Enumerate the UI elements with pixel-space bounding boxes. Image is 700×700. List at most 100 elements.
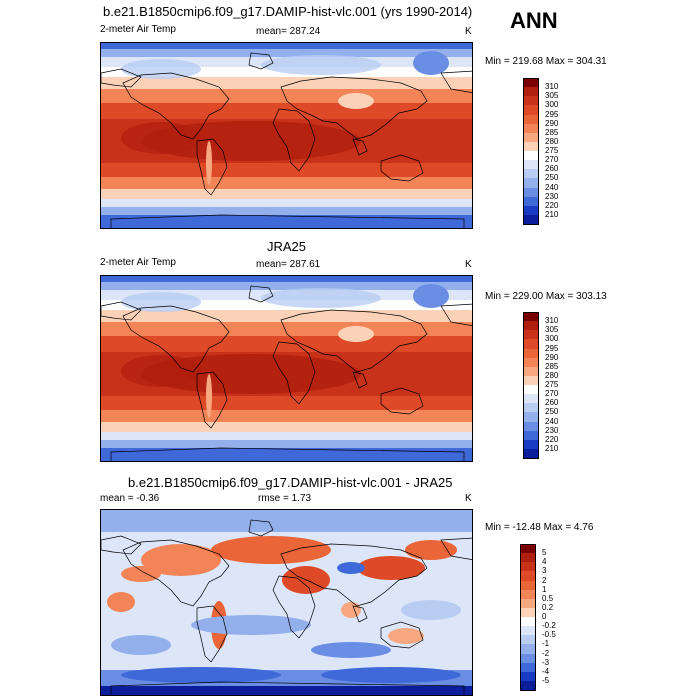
panel-1-unit: K: [465, 26, 472, 37]
colorbar-swatch: [523, 312, 539, 322]
panel-2-title: JRA25: [267, 239, 307, 254]
colorbar-tick-label: 0: [542, 612, 547, 621]
colorbar-tick-label: 0.2: [542, 602, 554, 612]
colorbar-swatch: [520, 680, 536, 691]
panel-3-mean-label: mean = -0.36: [100, 493, 160, 504]
colorbar-tick-label: 290: [545, 352, 559, 362]
colorbar-tick-label: 260: [545, 164, 559, 174]
panel-2-colorbar: 310 305 300 295 290 285 280 275 270 260 250 240 230 2…: [523, 312, 583, 459]
colorbar-tick-label: -5: [542, 675, 550, 685]
colorbar-swatch: [523, 339, 539, 349]
colorbar-swatch: [523, 348, 539, 359]
colorbar-tick-label: 280: [545, 136, 559, 146]
panel-1-temperature-field: [101, 43, 472, 228]
colorbar-tick-label: 4: [542, 557, 547, 567]
colorbar-tick-label: 270: [545, 389, 559, 399]
colorbar-swatch: [523, 96, 539, 106]
panel-3-unit: K: [465, 493, 472, 504]
colorbar-tick-label: 300: [545, 334, 559, 344]
colorbar-tick-label: 0.5: [542, 593, 554, 603]
colorbar-tick-label: 250: [545, 173, 559, 183]
panel-3-title: b.e21.B1850cmip6.f09_g17.DAMIP-hist-vlc.…: [128, 475, 453, 490]
colorbar-swatch: [520, 553, 536, 563]
colorbar-swatch: [520, 671, 536, 682]
colorbar-swatch: [520, 562, 536, 572]
colorbar-tick-label: -0.5: [542, 630, 556, 640]
panel-3-difference-field: [101, 510, 472, 695]
colorbar-swatch: [523, 114, 539, 125]
panel-1-colorbar: 310 305 300 295 290 285 280 275 270 260 250 240 230 2…: [523, 78, 583, 225]
panel-2-mean-label: mean= 287.61: [256, 259, 321, 270]
colorbar-swatch: [523, 375, 539, 386]
colorbar-swatch: [523, 394, 539, 404]
colorbar-tick-label: 260: [545, 398, 559, 408]
colorbar-swatch: [520, 580, 536, 591]
colorbar-swatch: [520, 644, 536, 654]
colorbar-swatch: [523, 448, 539, 459]
colorbar-swatch: [520, 589, 536, 600]
colorbar-tick-label: 300: [545, 100, 559, 110]
colorbar-tick-label: 3: [542, 566, 547, 576]
colorbar-swatch: [523, 187, 539, 198]
colorbar-swatch: [523, 169, 539, 179]
colorbar-swatch: [520, 544, 536, 554]
colorbar-tick-label: 285: [545, 127, 559, 137]
colorbar-tick-label: 310: [545, 316, 559, 326]
colorbar-swatch: [520, 598, 536, 609]
colorbar-tick-label: 2: [542, 575, 547, 585]
colorbar-tick-label: 240: [545, 182, 559, 192]
colorbar-tick-label: -1: [542, 639, 550, 649]
colorbar-swatch: [523, 430, 539, 441]
colorbar-tick-label: -3: [542, 657, 550, 667]
colorbar-swatch: [520, 635, 536, 645]
panel-2-minmax: Min = 229.00 Max = 303.13: [485, 291, 607, 302]
colorbar-tick-label: 270: [545, 155, 559, 165]
colorbar-swatch: [523, 78, 539, 88]
colorbar-swatch: [523, 178, 539, 188]
colorbar-swatch: [523, 196, 539, 207]
colorbar-tick-label: 295: [545, 109, 559, 119]
colorbar-tick-label: 305: [545, 91, 559, 101]
colorbar-tick-label: 240: [545, 416, 559, 426]
panel-2-variable-label: 2-meter Air Temp: [100, 257, 176, 268]
colorbar-swatch: [523, 366, 539, 377]
panel-3-rmse-label: rmse = 1.73: [258, 493, 312, 504]
colorbar-tick-label: 1: [542, 584, 547, 594]
colorbar-swatch: [523, 421, 539, 432]
colorbar-swatch: [520, 607, 536, 618]
panel-1-map: [100, 42, 473, 229]
season-label: ANN: [510, 8, 558, 33]
colorbar-swatch: [523, 321, 539, 331]
colorbar-swatch: [523, 439, 539, 450]
colorbar-tick-label: 295: [545, 343, 559, 353]
colorbar-tick-label: -0.2: [542, 621, 556, 631]
panel-1-title: b.e21.B1850cmip6.f09_g17.DAMIP-hist-vlc.…: [103, 4, 473, 19]
panel-2-unit: K: [465, 259, 472, 270]
colorbar-tick-label: 5: [542, 548, 547, 558]
panel-1-mean-label: mean= 287.24: [256, 26, 321, 37]
colorbar-swatch: [523, 87, 539, 97]
colorbar-tick-label: 275: [545, 380, 559, 389]
colorbar-swatch: [520, 653, 536, 664]
panel-2-map: [100, 275, 473, 462]
colorbar-tick-label: -4: [542, 666, 550, 676]
colorbar-swatch: [523, 385, 539, 395]
panel-1-variable-label: 2-meter Air Temp: [100, 24, 176, 35]
colorbar-tick-label: -2: [542, 648, 550, 658]
colorbar-tick-label: 220: [545, 434, 559, 444]
colorbar-swatch: [523, 141, 539, 152]
colorbar-swatch: [523, 123, 539, 134]
panel-3-colorbar: 5 4 3 2 1 0.5 0.2 0 -0.2 -0.5 -1 -2 -3 -4 -5: [520, 544, 580, 691]
colorbar-swatch: [523, 412, 539, 422]
panel-3-minmax: Min = -12.48 Max = 4.76: [485, 522, 594, 533]
colorbar-swatch: [523, 205, 539, 216]
colorbar-swatch: [520, 662, 536, 673]
colorbar-swatch: [523, 357, 539, 368]
colorbar-tick-label: 285: [545, 361, 559, 371]
colorbar-swatch: [523, 151, 539, 161]
colorbar-swatch: [523, 132, 539, 143]
colorbar-swatch: [523, 403, 539, 413]
colorbar-tick-label: 220: [545, 200, 559, 210]
colorbar-tick-label: 290: [545, 118, 559, 128]
colorbar-tick-label: 305: [545, 325, 559, 335]
